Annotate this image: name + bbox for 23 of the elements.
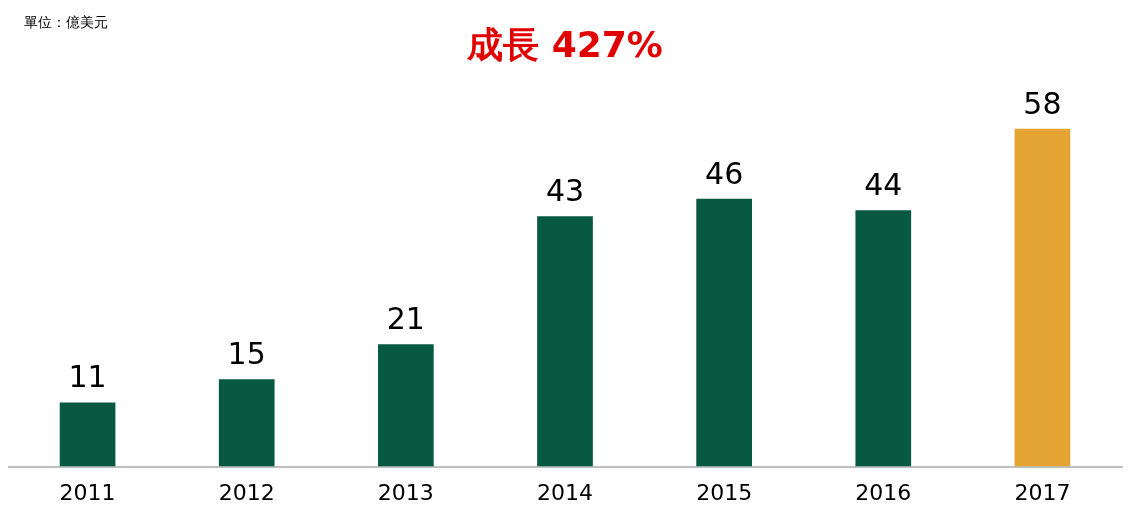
bar (1014, 128, 1071, 467)
bar (537, 216, 593, 467)
bar (855, 210, 912, 467)
data-label: 15 (227, 336, 266, 372)
x-tick-label: 2012 (218, 479, 275, 505)
data-label: 43 (545, 172, 585, 208)
x-tick-label: 2013 (377, 479, 434, 505)
x-tick-label: 2016 (855, 479, 912, 505)
bar (378, 344, 434, 467)
chart-title: 成長 427% (466, 23, 663, 65)
bar (218, 379, 275, 467)
text: 單位：億美元 (24, 13, 108, 30)
data-label: 11 (68, 359, 107, 395)
bar (59, 402, 116, 467)
data-label: 46 (705, 155, 744, 191)
x-tick-label: 2011 (59, 479, 116, 505)
data-label: 21 (386, 301, 425, 337)
data-label: 58 (1023, 85, 1062, 121)
x-tick-label: 2014 (537, 479, 593, 505)
bar (696, 198, 752, 467)
x-tick-label: 2015 (696, 479, 753, 505)
data-label: 44 (864, 167, 903, 203)
x-tick-label: 2017 (1014, 479, 1071, 505)
